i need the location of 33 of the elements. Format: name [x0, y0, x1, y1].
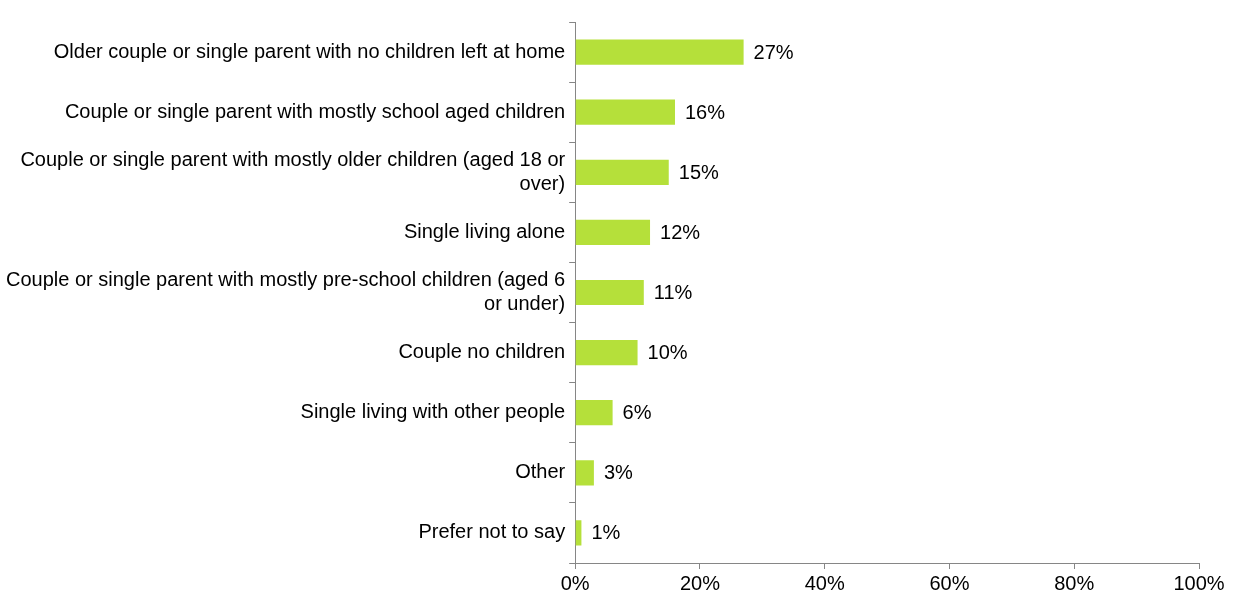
y-tick-label: Couple or single parent with mostly pre-school children (aged 6 or under) [5, 268, 566, 315]
bar [575, 39, 744, 65]
data-label: 1% [591, 521, 621, 544]
bar [575, 339, 638, 366]
data-label: 6% [622, 401, 652, 424]
y-tick-label: Single living alone [403, 219, 566, 242]
x-tick-label: 80% [1054, 571, 1095, 594]
y-tick-label: Couple or single parent with mostly older children (aged 18 or over) [20, 147, 566, 194]
x-tick-label: 60% [929, 571, 970, 594]
data-label: 16% [684, 100, 726, 123]
x-tick-label: 40% [804, 571, 845, 594]
data-label: 27% [753, 40, 794, 63]
y-tick-label: Couple or single parent with mostly school aged children [64, 99, 566, 122]
bar [575, 159, 669, 185]
y-tick-label: Couple no children [398, 340, 566, 363]
x-tick-label: 0% [560, 571, 590, 594]
bar [575, 460, 594, 486]
bar [575, 520, 582, 546]
data-label: 15% [678, 160, 719, 183]
bar [575, 219, 651, 246]
data-label: 3% [603, 461, 634, 484]
y-tick-label: Prefer not to say [418, 520, 566, 543]
y-tick-label: Single living with other people [300, 400, 566, 423]
x-tick-label: 100% [1173, 571, 1225, 594]
bar [575, 99, 675, 125]
data-label: 10% [647, 341, 688, 364]
bar [575, 400, 613, 426]
y-tick-label: Other [515, 460, 566, 483]
x-tick-label: 20% [679, 571, 721, 594]
y-tick-label: Older couple or single parent with no children left at home [53, 39, 566, 62]
bar [575, 279, 644, 306]
data-label: 12% [660, 220, 701, 243]
data-label: 11% [653, 281, 693, 304]
